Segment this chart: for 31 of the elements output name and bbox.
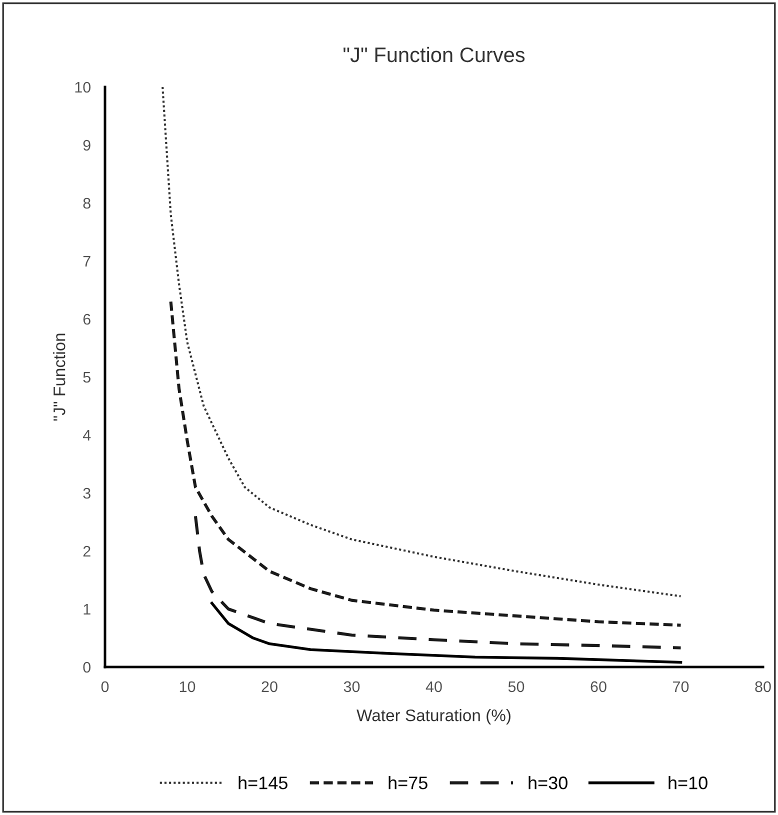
legend-label: h=30 [528,776,568,790]
x-tick-label: 60 [590,681,606,692]
y-tick-label: 5 [83,372,90,383]
y-tick-label: 10 [75,82,91,93]
x-tick-label: 30 [344,681,360,692]
y-tick-label: 0 [83,662,91,673]
x-tick-label: 0 [101,681,109,692]
line-series [210,602,682,664]
y-tick-label: 6 [83,314,90,325]
x-tick-label: 70 [673,681,689,692]
y-tick-label: 2 [83,546,90,557]
legend-label: h=75 [388,776,428,790]
y-tick-label: 9 [83,140,90,151]
y-tick-label: 3 [83,488,90,499]
y-tick-label: 4 [82,430,91,441]
x-tick-label: 10 [180,681,196,692]
x-tick-label: 20 [262,681,278,692]
x-tick-label: 50 [508,681,524,692]
line-series [169,300,682,627]
legend-label: h=145 [238,776,288,790]
y-tick-label: 1 [84,604,90,615]
chart-title: "J" Function Curves [344,46,525,62]
x-tick-label: 40 [426,681,442,692]
line-series [194,514,682,650]
x-axis-title: Water Saturation (%) [356,709,510,725]
y-tick-label: 7 [83,256,90,267]
line-series [162,87,682,598]
y-tick-label: 8 [83,198,90,209]
legend-label: h=10 [668,776,708,790]
y-axis-title: "J" Function [53,334,66,421]
x-tick-label: 80 [755,681,771,692]
